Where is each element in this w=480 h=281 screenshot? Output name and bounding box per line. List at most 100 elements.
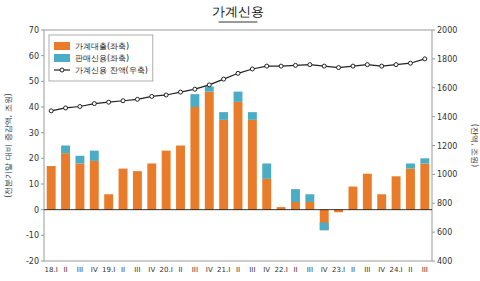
bar [377,194,386,209]
bar [205,92,214,210]
line-marker [179,90,183,94]
x-tick-label: II [121,266,125,274]
legend-swatch [54,54,70,62]
x-tick-label: 21.I [217,266,230,274]
line-marker [265,64,269,68]
x-tick-label: IV [148,266,155,274]
y-tick [41,235,44,236]
legend-label: 판매신용(좌축) [75,54,129,63]
y-tick [41,209,44,210]
bar [262,163,271,178]
line-marker [164,93,168,97]
line-marker [380,64,384,68]
chart: -20-100102030405060704006008001000120014… [0,0,480,281]
bar [320,210,329,231]
bar [119,168,128,169]
line-marker [322,64,326,68]
x-tick-label: IV [206,266,213,274]
line-marker [279,64,283,68]
y-tick-label: 30 [29,129,39,138]
line-marker [64,106,68,110]
y-tick [41,107,44,108]
x-tick-label: III [192,266,198,274]
zero-line [44,209,432,210]
bar [162,151,171,210]
legend-label: 가계대출(좌축) [75,42,129,51]
y2-tick-label: 800 [437,199,452,208]
bar [90,161,99,210]
legend-swatch-marker [60,68,64,72]
line [51,59,425,111]
x-tick-label: 20.I [160,266,173,274]
bar [363,173,372,174]
bar [305,194,314,202]
line-marker [78,105,82,109]
y2-tick-label: 1200 [437,142,457,151]
y-tick-label: 10 [29,180,39,189]
y-axis-label: (전분기말 대비 증감액, 조원) [4,93,13,197]
y2-tick [432,87,435,88]
x-tick-label: 24.I [389,266,402,274]
line-marker [408,61,412,65]
y-tick [41,184,44,185]
bar [47,166,56,167]
x-tick-label: II [178,266,182,274]
bar [119,169,128,210]
x-tick-label: II [63,266,67,274]
x-tick-label: II [293,266,297,274]
bar [162,150,171,151]
bar [291,202,300,210]
x-tick-label: III [249,266,255,274]
line-marker [207,83,211,87]
bar [190,107,199,210]
y-tick [41,55,44,56]
bar [420,163,429,209]
line-marker [337,66,341,70]
y-tick-label: 50 [29,77,39,86]
line-marker [92,102,96,106]
bar [234,102,243,210]
x-tick-label: IV [321,266,328,274]
bar [305,202,314,210]
x-tick-label: IV [91,266,98,274]
line-marker [293,63,297,67]
y2-tick-label: 1600 [437,84,457,93]
y-tick-label: -20 [26,257,39,266]
bar [277,207,286,208]
x-tick-label: III [134,266,140,274]
y2-tick-label: 1400 [437,113,457,122]
y-tick [41,261,44,262]
bar [248,120,257,210]
bar [104,194,113,209]
bar [377,194,386,195]
bar [190,94,199,107]
line-marker [193,87,197,91]
x-tick-label: III [364,266,370,274]
bar [234,92,243,102]
legend-box [49,35,153,81]
bar [75,163,84,209]
bar [176,145,185,146]
y-tick [41,132,44,133]
chart-container: -20-100102030405060704006008001000120014… [0,0,480,281]
y-tick-label: 40 [29,103,39,112]
bar [219,120,228,210]
bar [420,158,429,163]
bar [147,163,156,209]
title-underline [219,22,258,23]
y2-axis-label: (잔액, 조원) [470,124,479,167]
y-tick-label: 0 [34,206,39,215]
x-tick-label: III [307,266,313,274]
x-tick-label: III [77,266,83,274]
bar [248,112,257,120]
y2-tick [432,203,435,204]
y-tick-label: 60 [29,52,39,61]
title: 가계신용 [212,4,264,19]
bar [219,112,228,120]
bar [176,146,185,210]
bar [320,223,329,231]
y-tick [41,30,44,31]
line-marker [365,63,369,67]
y-tick-label: -10 [26,231,39,240]
bar [334,212,343,213]
